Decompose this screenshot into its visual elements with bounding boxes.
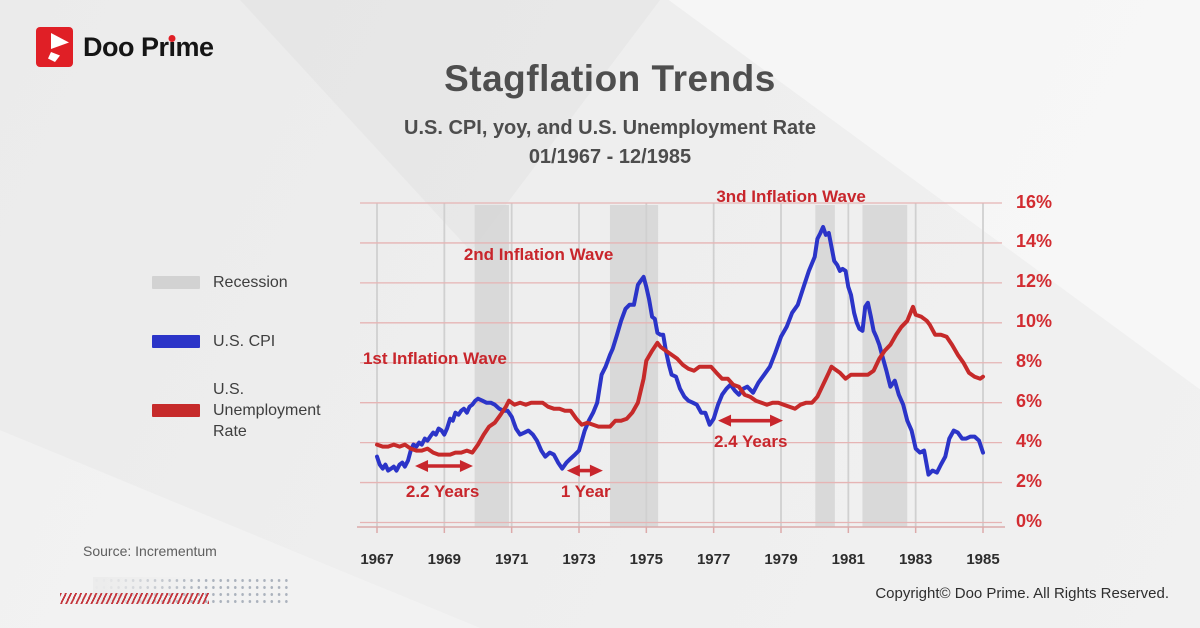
annotation-arrowhead-left	[566, 464, 580, 477]
legend-swatch	[152, 404, 200, 417]
legend-swatch	[152, 276, 200, 289]
decor-hatch-bar	[60, 593, 209, 604]
chart-legend: Recession U.S. CPI U.S. Unemployment Rate	[152, 272, 347, 442]
legend-label: U.S. Unemployment Rate	[213, 381, 321, 440]
brand-name-part: me	[175, 32, 215, 62]
brand-name-dotted-i: i	[168, 32, 177, 62]
unemployment-line	[375, 304, 985, 457]
brand-name-part: Doo Pr	[83, 32, 169, 62]
annotation-arrowhead-right	[589, 464, 603, 477]
recession-band	[474, 205, 509, 527]
legend-item: Recession	[152, 272, 347, 293]
annotation-arrowhead-right	[770, 414, 784, 427]
brand-logo: Doo Prime	[36, 27, 214, 67]
copyright-note: Copyright© Doo Prime. All Rights Reserve…	[875, 585, 1169, 602]
legend-item: U.S. Unemployment Rate	[152, 379, 347, 442]
recession-band	[815, 205, 835, 527]
legend-label: Recession	[213, 274, 288, 291]
subtitle-series-line: U.S. CPI, yoy, and U.S. Unemployment Rat…	[404, 117, 816, 139]
page-subtitle: U.S. CPI, yoy, and U.S. Unemployment Rat…	[0, 114, 1200, 172]
recession-band	[609, 205, 659, 527]
brand-name: Doo Prime	[83, 27, 214, 67]
annotation-arrowhead-left	[718, 414, 732, 427]
doo-prime-icon	[36, 27, 73, 67]
subtitle-date-range: 01/1967 - 12/1985	[528, 146, 692, 168]
legend-swatch	[152, 335, 200, 348]
legend-item: U.S. CPI	[152, 331, 347, 352]
legend-label: U.S. CPI	[213, 333, 276, 350]
source-note: Source: Incrementum	[83, 543, 217, 559]
page-title: Stagflation Trends	[444, 58, 776, 99]
annotation-arrowhead-right	[459, 459, 473, 472]
cpi-line	[375, 225, 985, 477]
annotation-arrowhead-left	[415, 459, 429, 472]
